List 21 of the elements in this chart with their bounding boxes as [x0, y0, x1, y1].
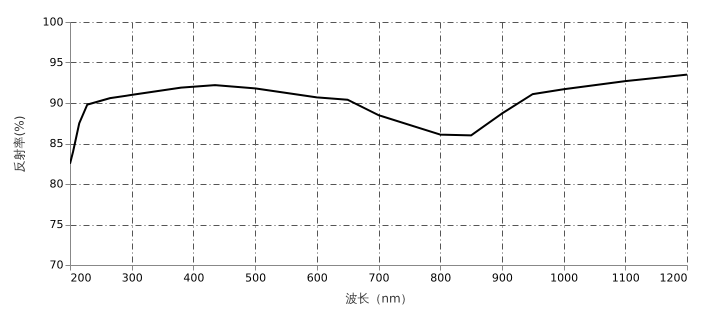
x-tick-label: 1100 [612, 272, 640, 284]
x-tick-label: 200 [70, 272, 92, 284]
y-tick-label: 75 [50, 218, 64, 231]
x-tick-label: 1000 [550, 272, 578, 284]
y-axis-title: 反射率(%) [12, 116, 27, 172]
x-tick-label: 800 [430, 272, 452, 284]
x-axis-title: 波长（nm） [345, 292, 413, 306]
y-tick-label: 90 [50, 96, 64, 110]
y-tick-label: 100 [42, 16, 64, 28]
y-tick-label: 85 [50, 137, 64, 150]
y-tick-label: 80 [50, 178, 64, 190]
line-series [70, 74, 687, 165]
y-tick-label: 95 [50, 56, 64, 69]
x-tick-label: 500 [245, 272, 266, 284]
x-tick-label: 600 [306, 272, 328, 284]
x-tick-label: 900 [492, 272, 513, 284]
y-tick-label: 70 [50, 258, 64, 272]
x-tick-label: 700 [368, 272, 390, 284]
x-tick-label: 400 [183, 272, 204, 284]
x-tick-label: 1200 [660, 272, 688, 284]
x-tick-label: 300 [122, 272, 143, 284]
